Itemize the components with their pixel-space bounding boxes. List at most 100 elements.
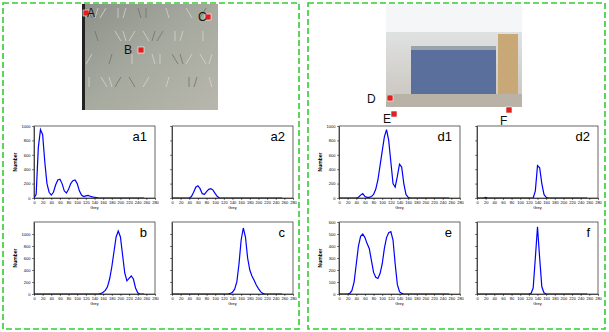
x-axis-title: Grey xyxy=(228,301,237,306)
x-tick-label: 20 xyxy=(346,200,351,205)
plot-area xyxy=(339,130,449,198)
y-tick: 1000 xyxy=(22,124,34,129)
y-tick-label: 400 xyxy=(329,244,336,249)
x-tick: 100 xyxy=(379,294,386,301)
y-tick-label: 400 xyxy=(24,167,31,172)
y-axis xyxy=(170,223,173,295)
texture xyxy=(95,31,98,41)
x-tick-label: 220 xyxy=(126,296,133,301)
x-tick-label: 100 xyxy=(379,296,386,301)
y-tick-label: 600 xyxy=(24,153,31,158)
marker xyxy=(138,47,144,53)
texture xyxy=(160,54,161,64)
x-tick: 40 xyxy=(493,198,498,205)
x-tick-label: 0 xyxy=(33,296,36,301)
x-tick-label: 200 xyxy=(561,296,568,301)
y-tick-label: 200 xyxy=(329,268,336,273)
texture xyxy=(175,31,176,41)
x-tick: 180 xyxy=(552,294,559,301)
plot-frame xyxy=(339,126,460,198)
x-tick-label: 40 xyxy=(50,296,55,301)
y-axis-title: Number xyxy=(317,249,323,268)
chart: 020406080100120140160180200220240260280d… xyxy=(475,126,603,210)
y-tick-mark xyxy=(475,294,477,295)
x-axis-title: Grey xyxy=(90,205,99,210)
x-tick: 160 xyxy=(543,294,550,301)
y-axis-line xyxy=(339,127,340,199)
x-tick: 20 xyxy=(484,294,489,301)
x-tick: 0 xyxy=(476,198,479,205)
y-tick-mark xyxy=(32,155,34,156)
texture xyxy=(109,54,112,64)
y-tick-label: 600 xyxy=(24,256,31,261)
x-tick-label: 60 xyxy=(363,200,368,205)
x-tick: 20 xyxy=(484,198,489,205)
x-tick-label: 100 xyxy=(212,296,219,301)
x-tick: 260 xyxy=(144,198,151,205)
marker xyxy=(387,95,393,101)
y-tick xyxy=(475,184,477,185)
y-tick-mark xyxy=(475,222,477,223)
x-tick: 0 xyxy=(171,198,174,205)
x-tick-label: 160 xyxy=(238,200,245,205)
x-axis-line xyxy=(35,294,156,295)
x-tick: 160 xyxy=(405,294,412,301)
y-tick-mark xyxy=(170,155,172,156)
y-tick: 0 xyxy=(28,292,34,297)
y-tick: 600 xyxy=(329,220,339,225)
x-tick: 240 xyxy=(135,294,142,301)
y-tick xyxy=(475,169,477,170)
x-tick-label: 80 xyxy=(205,296,210,301)
x-tick: 0 xyxy=(338,198,341,205)
texture xyxy=(157,31,163,41)
texture xyxy=(118,8,119,18)
y-tick xyxy=(170,198,172,199)
x-tick-label: 280 xyxy=(457,296,464,301)
y-tick xyxy=(475,140,477,141)
x-axis-line xyxy=(478,294,599,295)
x-tick: 60 xyxy=(501,294,506,301)
plot-frame xyxy=(477,126,598,198)
x-tick-label: 200 xyxy=(118,296,125,301)
x-tick: 20 xyxy=(179,294,184,301)
histogram-line xyxy=(172,186,282,198)
y-tick xyxy=(475,246,477,247)
texture xyxy=(209,77,212,87)
y-tick-label: 0 xyxy=(333,196,336,201)
y-tick xyxy=(170,294,172,295)
x-tick-label: 40 xyxy=(355,200,360,205)
x-tick-label: 280 xyxy=(152,200,159,205)
x-tick: 280 xyxy=(595,198,602,205)
texture xyxy=(89,77,90,87)
x-axis-title: Grey xyxy=(228,205,237,210)
x-tick-label: 280 xyxy=(457,200,464,205)
x-tick-label: 180 xyxy=(414,296,421,301)
y-tick: 600 xyxy=(329,153,339,158)
texture xyxy=(166,8,169,18)
y-tick-label: 0 xyxy=(28,196,31,201)
x-tick-label: 160 xyxy=(100,200,107,205)
y-tick: 500 xyxy=(329,232,339,237)
x-tick-label: 180 xyxy=(247,296,254,301)
x-tick: 60 xyxy=(58,198,63,205)
texture xyxy=(109,77,112,87)
x-tick: 200 xyxy=(118,198,125,205)
x-tick: 280 xyxy=(457,294,464,301)
y-tick xyxy=(475,155,477,156)
x-tick: 40 xyxy=(188,198,193,205)
x-tick-label: 180 xyxy=(109,296,116,301)
x-tick: 60 xyxy=(196,198,201,205)
y-tick-mark xyxy=(170,270,172,271)
x-tick: 100 xyxy=(379,198,386,205)
x-tick-label: 80 xyxy=(67,200,72,205)
x-tick-label: 20 xyxy=(346,296,351,301)
x-tick-label: 280 xyxy=(290,200,297,205)
x-tick-label: 240 xyxy=(578,200,585,205)
x-tick-label: 80 xyxy=(205,200,210,205)
texture xyxy=(180,54,183,64)
y-tick-mark xyxy=(32,169,34,170)
x-tick-label: 20 xyxy=(179,296,184,301)
texture xyxy=(101,77,107,87)
x-tick-label: 240 xyxy=(578,296,585,301)
y-axis: 02004006008001000 xyxy=(22,223,35,297)
